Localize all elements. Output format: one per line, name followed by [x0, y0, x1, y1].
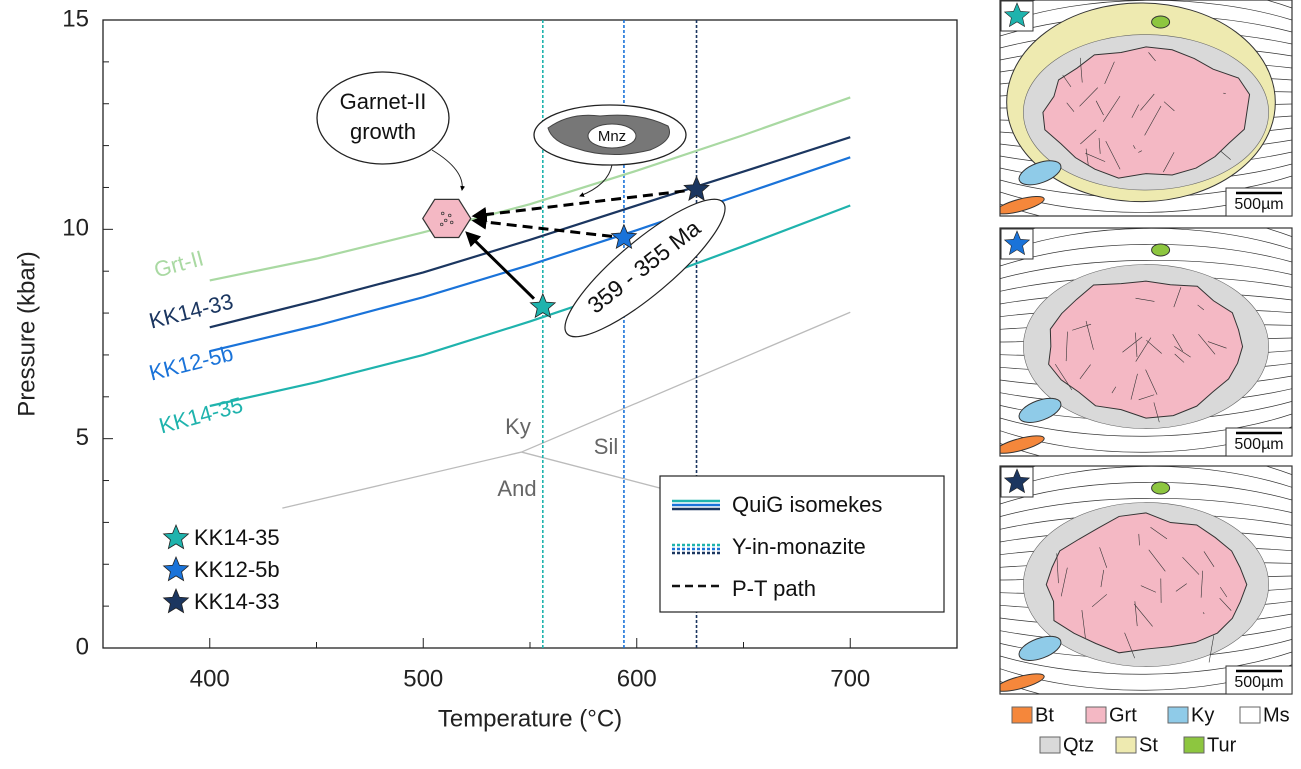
mineral-swatch — [1168, 707, 1188, 723]
note-pointer — [432, 150, 462, 190]
mineral-label: Ky — [1191, 704, 1214, 726]
figure: Temperature (°C) Pressure (kbar) 400 500 6… — [0, 0, 1301, 764]
y-axis-title: Pressure (kbar) — [13, 251, 40, 416]
legend-label: Y-in-monazite — [732, 534, 866, 559]
phase-boundary — [282, 452, 521, 508]
x-tick-label: 600 — [617, 665, 657, 692]
isomeke-label: KK12-5b — [147, 341, 236, 386]
mineral-label: St — [1139, 734, 1158, 756]
star-legend-symbol — [164, 589, 189, 613]
isomeke-label: KK14-33 — [147, 289, 236, 334]
mineral-swatch — [1184, 737, 1204, 753]
y-tick-label: 0 — [76, 633, 89, 660]
y-tick-label: 10 — [62, 215, 89, 242]
tourmaline — [1152, 244, 1170, 256]
mineral-label: Tur — [1207, 734, 1237, 756]
star-legend-symbol — [164, 557, 189, 581]
tourmaline — [1152, 16, 1170, 28]
phase-label: And — [497, 476, 536, 501]
x-tick-label: 700 — [830, 665, 870, 692]
scale-label: 500µm — [1234, 436, 1283, 453]
star-legend-label: KK12-5b — [194, 557, 280, 582]
mineral-swatch — [1012, 707, 1032, 723]
mineral-label: Bt — [1035, 704, 1054, 726]
note-text: Garnet-II — [340, 89, 427, 114]
mineral-label: Qtz — [1063, 734, 1094, 756]
y-tick-label: 15 — [62, 5, 89, 32]
mineral-swatch — [1086, 707, 1106, 723]
mnz-label: Mnz — [598, 128, 626, 145]
x-tick-label: 500 — [403, 665, 443, 692]
star-legend-label: KK14-35 — [194, 525, 280, 550]
star-legend-label: KK14-33 — [194, 589, 280, 614]
mineral-swatch — [1116, 737, 1136, 753]
mineral-swatch — [1240, 707, 1260, 723]
y-tick-label: 5 — [76, 424, 89, 451]
mineral-label: Grt — [1109, 704, 1137, 726]
tourmaline — [1152, 482, 1170, 494]
garnet-point — [423, 199, 471, 237]
pt-path-arrow — [475, 221, 612, 237]
star-legend-symbol — [164, 525, 189, 549]
x-tick-label: 400 — [190, 665, 230, 692]
scale-label: 500µm — [1234, 196, 1283, 213]
pt-path-arrow — [475, 191, 685, 216]
scale-label: 500µm — [1234, 674, 1283, 691]
isomeke-label: Grt-II — [151, 245, 206, 282]
isomeke-label: KK14-35 — [156, 392, 245, 438]
x-axis-title: Temperature (°C) — [438, 705, 622, 732]
isomeke-line — [210, 97, 851, 280]
phase-label: Sil — [594, 434, 618, 459]
isomeke-line — [210, 137, 851, 327]
mineral-swatch — [1040, 737, 1060, 753]
note-text: growth — [350, 119, 416, 144]
isomeke-line — [210, 205, 851, 406]
legend-label: QuiG isomekes — [732, 492, 882, 517]
phase-label: Ky — [505, 414, 531, 439]
legend-label: P-T path — [732, 576, 816, 601]
mineral-label: Ms — [1263, 704, 1290, 726]
